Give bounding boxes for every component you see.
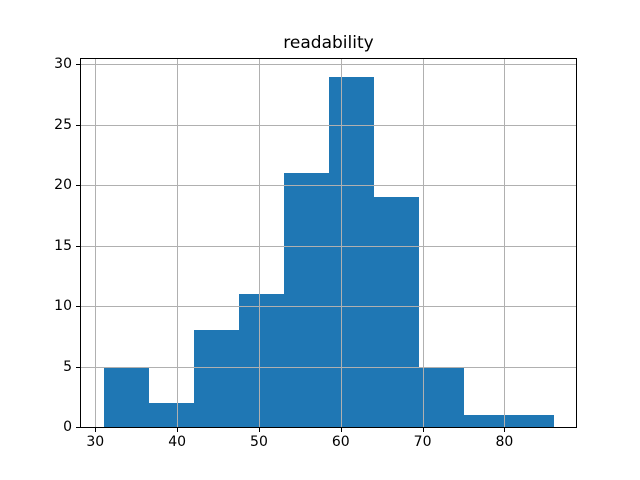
gridline-vertical — [95, 59, 97, 427]
y-tick-label: 25 — [54, 116, 72, 133]
gridline-horizontal — [81, 64, 576, 66]
gridline-horizontal — [81, 366, 576, 368]
gridline-vertical — [504, 59, 506, 427]
y-tick-mark — [76, 64, 80, 66]
y-tick-mark — [76, 124, 80, 126]
gridline-vertical — [258, 59, 260, 427]
x-tick-label: 40 — [168, 434, 187, 450]
y-tick-label: 30 — [54, 56, 72, 73]
gridline-horizontal — [81, 306, 576, 308]
x-tick-mark — [95, 428, 97, 432]
gridline-vertical — [177, 59, 179, 427]
y-tick-mark — [76, 366, 80, 368]
plot-area — [80, 58, 577, 428]
gridline-horizontal — [81, 124, 576, 126]
x-tick-mark — [340, 428, 342, 432]
x-tick-mark — [258, 428, 260, 432]
histogram-bar — [193, 330, 239, 427]
x-tick-mark — [504, 428, 506, 432]
y-tick-mark — [76, 306, 80, 308]
y-tick-label: 20 — [54, 177, 72, 194]
y-tick-mark — [76, 427, 80, 428]
x-tick-label: 60 — [331, 434, 350, 450]
gridline-horizontal — [81, 185, 576, 187]
gridline-vertical — [422, 59, 424, 427]
histogram-bar — [238, 294, 284, 427]
histogram-bar — [373, 197, 419, 427]
histogram-bar — [463, 414, 509, 427]
gridline-horizontal — [81, 245, 576, 247]
x-tick-label: 50 — [250, 434, 268, 450]
gridline-vertical — [340, 59, 342, 427]
x-tick-label: 80 — [495, 434, 514, 450]
x-tick-label: 70 — [413, 434, 432, 450]
x-tick-mark — [177, 428, 179, 432]
histogram-bar — [418, 366, 464, 427]
y-tick-label: 0 — [63, 419, 72, 435]
histogram-bar — [328, 76, 374, 427]
histogram-bar — [103, 366, 149, 427]
x-tick-label: 30 — [86, 434, 105, 450]
y-tick-mark — [76, 245, 80, 247]
histogram-bar — [148, 402, 194, 427]
histogram-bar — [508, 414, 554, 427]
x-tick-mark — [422, 428, 424, 432]
y-tick-label: 5 — [63, 358, 72, 375]
y-tick-label: 10 — [54, 298, 72, 315]
histogram-bar — [283, 173, 329, 427]
y-tick-mark — [76, 185, 80, 187]
y-tick-label: 15 — [54, 237, 72, 254]
chart-title: readability — [283, 33, 374, 53]
